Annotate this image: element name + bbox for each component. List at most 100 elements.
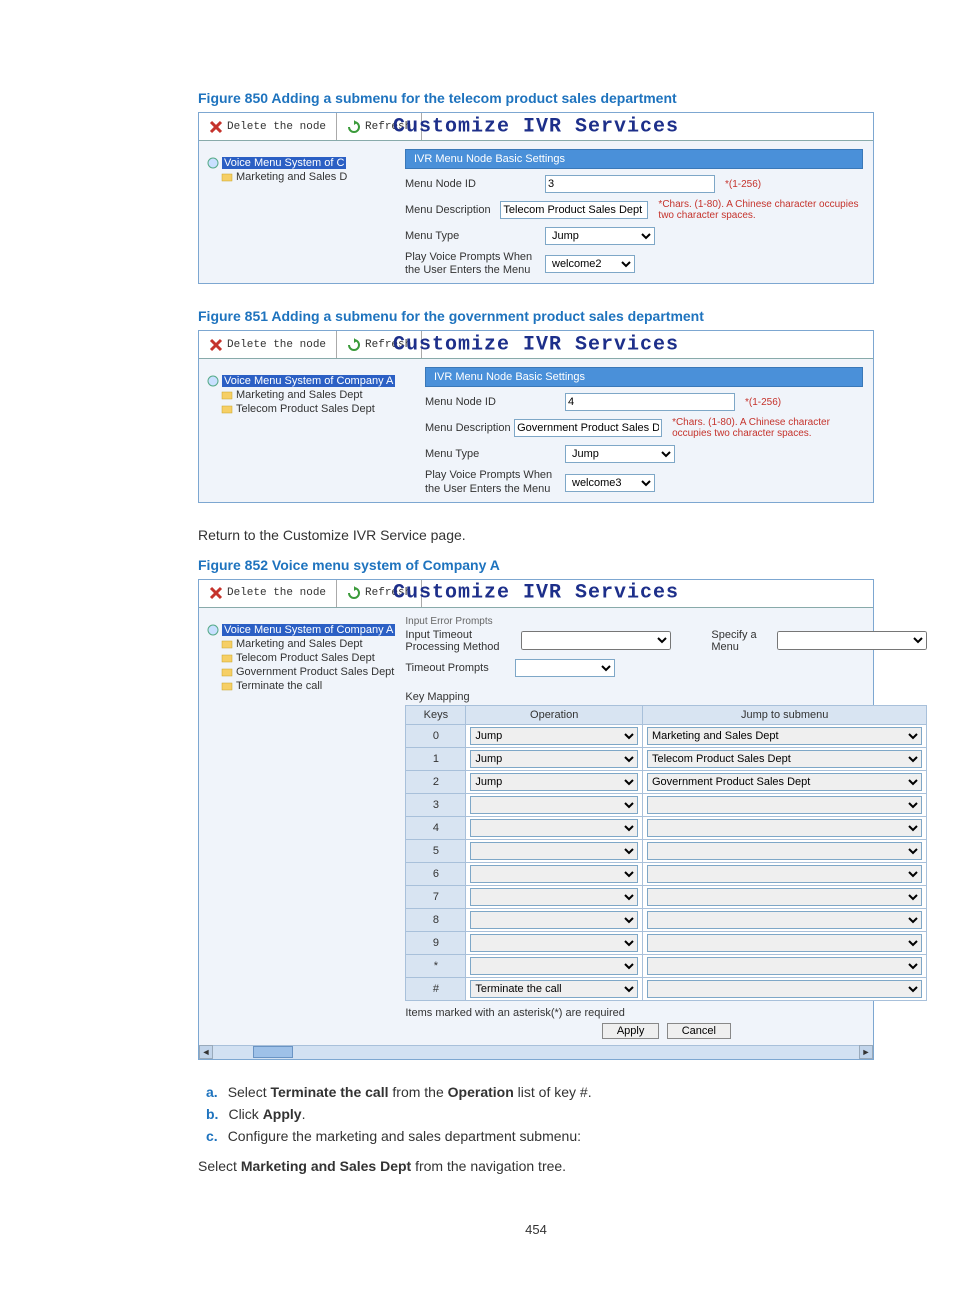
- menu-node-id-label: Menu Node ID: [425, 396, 565, 408]
- jump-submenu-select[interactable]: Telecom Product Sales Dept: [647, 750, 922, 768]
- tree-child-telecom[interactable]: Telecom Product Sales Dept: [221, 652, 395, 664]
- required-note: Items marked with an asterisk(*) are req…: [405, 1007, 927, 1019]
- key-cell: *: [406, 954, 466, 977]
- key-mapping-label: Key Mapping: [405, 691, 927, 703]
- tree-root[interactable]: Voice Menu System of Company A: [207, 624, 395, 636]
- scroll-track[interactable]: [213, 1046, 859, 1058]
- scroll-thumb[interactable]: [253, 1046, 293, 1058]
- tree-child-marketing[interactable]: Marketing and Sales D: [221, 171, 395, 183]
- cancel-button[interactable]: Cancel: [667, 1023, 731, 1039]
- operation-select[interactable]: [470, 934, 638, 952]
- menu-type-label: Menu Type: [425, 448, 565, 460]
- operation-select[interactable]: [470, 888, 638, 906]
- table-row: 8: [406, 908, 927, 931]
- menu-description-input[interactable]: [500, 201, 648, 219]
- voice-prompts-select[interactable]: welcome2: [545, 255, 635, 273]
- voice-prompts-label: Play Voice Prompts When the User Enters …: [405, 251, 545, 277]
- col-jump-to-submenu: Jump to submenu: [642, 705, 926, 724]
- titlebar: Delete the node Refresh Customize IVR Se…: [199, 331, 873, 359]
- form-area: IVR Menu Node Basic Settings Menu Node I…: [399, 149, 873, 277]
- menu-node-id-input[interactable]: [565, 393, 735, 411]
- voice-menu-icon: [207, 375, 219, 387]
- operation-select[interactable]: Terminate the call: [470, 980, 638, 998]
- folder-icon: [221, 389, 233, 401]
- table-row: 0JumpMarketing and Sales Dept: [406, 724, 927, 747]
- jump-submenu-select[interactable]: [647, 957, 922, 975]
- folder-icon: [221, 652, 233, 664]
- timeout-prompts-label: Timeout Prompts: [405, 662, 515, 674]
- operation-select[interactable]: [470, 957, 638, 975]
- operation-select[interactable]: [470, 819, 638, 837]
- folder-icon: [221, 171, 233, 183]
- horizontal-scrollbar[interactable]: ◄ ►: [199, 1045, 873, 1059]
- menu-description-hint: *Chars. (1-80). A Chinese character occu…: [672, 417, 863, 439]
- input-timeout-method-select[interactable]: [521, 631, 671, 650]
- tree-child-terminate[interactable]: Terminate the call: [221, 680, 395, 692]
- nav-tree: Voice Menu System of Company A Marketing…: [199, 616, 399, 1045]
- menu-node-id-input[interactable]: [545, 175, 715, 193]
- key-cell: 6: [406, 862, 466, 885]
- operation-select[interactable]: [470, 911, 638, 929]
- figure-851-caption: Figure 851 Adding a submenu for the gove…: [198, 308, 874, 324]
- voice-menu-icon: [207, 157, 219, 169]
- table-row: #Terminate the call: [406, 977, 927, 1000]
- panel-fig851: Delete the node Refresh Customize IVR Se…: [198, 330, 874, 502]
- page-title: Customize IVR Services: [393, 333, 679, 356]
- table-row: 5: [406, 839, 927, 862]
- form-area: IVR Menu Node Basic Settings Menu Node I…: [419, 367, 873, 495]
- voice-prompts-select[interactable]: welcome3: [565, 474, 655, 492]
- tree-root[interactable]: Voice Menu System of C: [207, 157, 395, 169]
- operation-select[interactable]: [470, 865, 638, 883]
- specify-menu-select[interactable]: [777, 631, 927, 650]
- titlebar: Delete the node Refresh Customize IVR Se…: [199, 113, 873, 141]
- titlebar: Delete the node Refresh Customize IVR Se…: [199, 580, 873, 608]
- jump-submenu-select[interactable]: [647, 888, 922, 906]
- menu-node-id-hint: *(1-256): [745, 397, 781, 408]
- key-cell: 5: [406, 839, 466, 862]
- tree-child-telecom[interactable]: Telecom Product Sales Dept: [221, 403, 415, 415]
- timeout-prompts-select[interactable]: [515, 659, 615, 677]
- jump-submenu-select[interactable]: Government Product Sales Dept: [647, 773, 922, 791]
- tail-instruction: Select Marketing and Sales Dept from the…: [198, 1158, 874, 1174]
- menu-description-hint: *Chars. (1-80). A Chinese character occu…: [658, 199, 863, 221]
- operation-select[interactable]: [470, 796, 638, 814]
- scroll-right-arrow[interactable]: ►: [859, 1045, 873, 1059]
- delete-icon: [209, 586, 223, 600]
- table-row: 7: [406, 885, 927, 908]
- menu-node-id-label: Menu Node ID: [405, 178, 545, 190]
- jump-submenu-select[interactable]: [647, 796, 922, 814]
- operation-select[interactable]: Jump: [470, 773, 638, 791]
- delete-node-button[interactable]: Delete the node: [199, 580, 337, 607]
- jump-submenu-select[interactable]: [647, 980, 922, 998]
- operation-select[interactable]: Jump: [470, 750, 638, 768]
- section-header: IVR Menu Node Basic Settings: [405, 149, 863, 169]
- jump-submenu-select[interactable]: Marketing and Sales Dept: [647, 727, 922, 745]
- apply-button[interactable]: Apply: [602, 1023, 660, 1039]
- tree-root[interactable]: Voice Menu System of Company A: [207, 375, 415, 387]
- delete-node-button[interactable]: Delete the node: [199, 331, 337, 358]
- menu-description-input[interactable]: [514, 419, 662, 437]
- tree-child-government[interactable]: Government Product Sales Dept: [221, 666, 395, 678]
- refresh-icon: [347, 586, 361, 600]
- operation-select[interactable]: Jump: [470, 727, 638, 745]
- jump-submenu-select[interactable]: [647, 842, 922, 860]
- key-cell: #: [406, 977, 466, 1000]
- menu-type-select[interactable]: Jump: [565, 445, 675, 463]
- table-row: 2JumpGovernment Product Sales Dept: [406, 770, 927, 793]
- jump-submenu-select[interactable]: [647, 819, 922, 837]
- key-cell: 8: [406, 908, 466, 931]
- menu-type-label: Menu Type: [405, 230, 545, 242]
- tree-child-marketing[interactable]: Marketing and Sales Dept: [221, 389, 415, 401]
- menu-type-select[interactable]: Jump: [545, 227, 655, 245]
- key-cell: 4: [406, 816, 466, 839]
- key-cell: 9: [406, 931, 466, 954]
- scroll-left-arrow[interactable]: ◄: [199, 1045, 213, 1059]
- jump-submenu-select[interactable]: [647, 865, 922, 883]
- table-row: 6: [406, 862, 927, 885]
- delete-node-button[interactable]: Delete the node: [199, 113, 337, 140]
- tree-child-marketing[interactable]: Marketing and Sales Dept: [221, 638, 395, 650]
- operation-select[interactable]: [470, 842, 638, 860]
- jump-submenu-select[interactable]: [647, 934, 922, 952]
- step-c: c.Configure the marketing and sales depa…: [206, 1128, 874, 1144]
- jump-submenu-select[interactable]: [647, 911, 922, 929]
